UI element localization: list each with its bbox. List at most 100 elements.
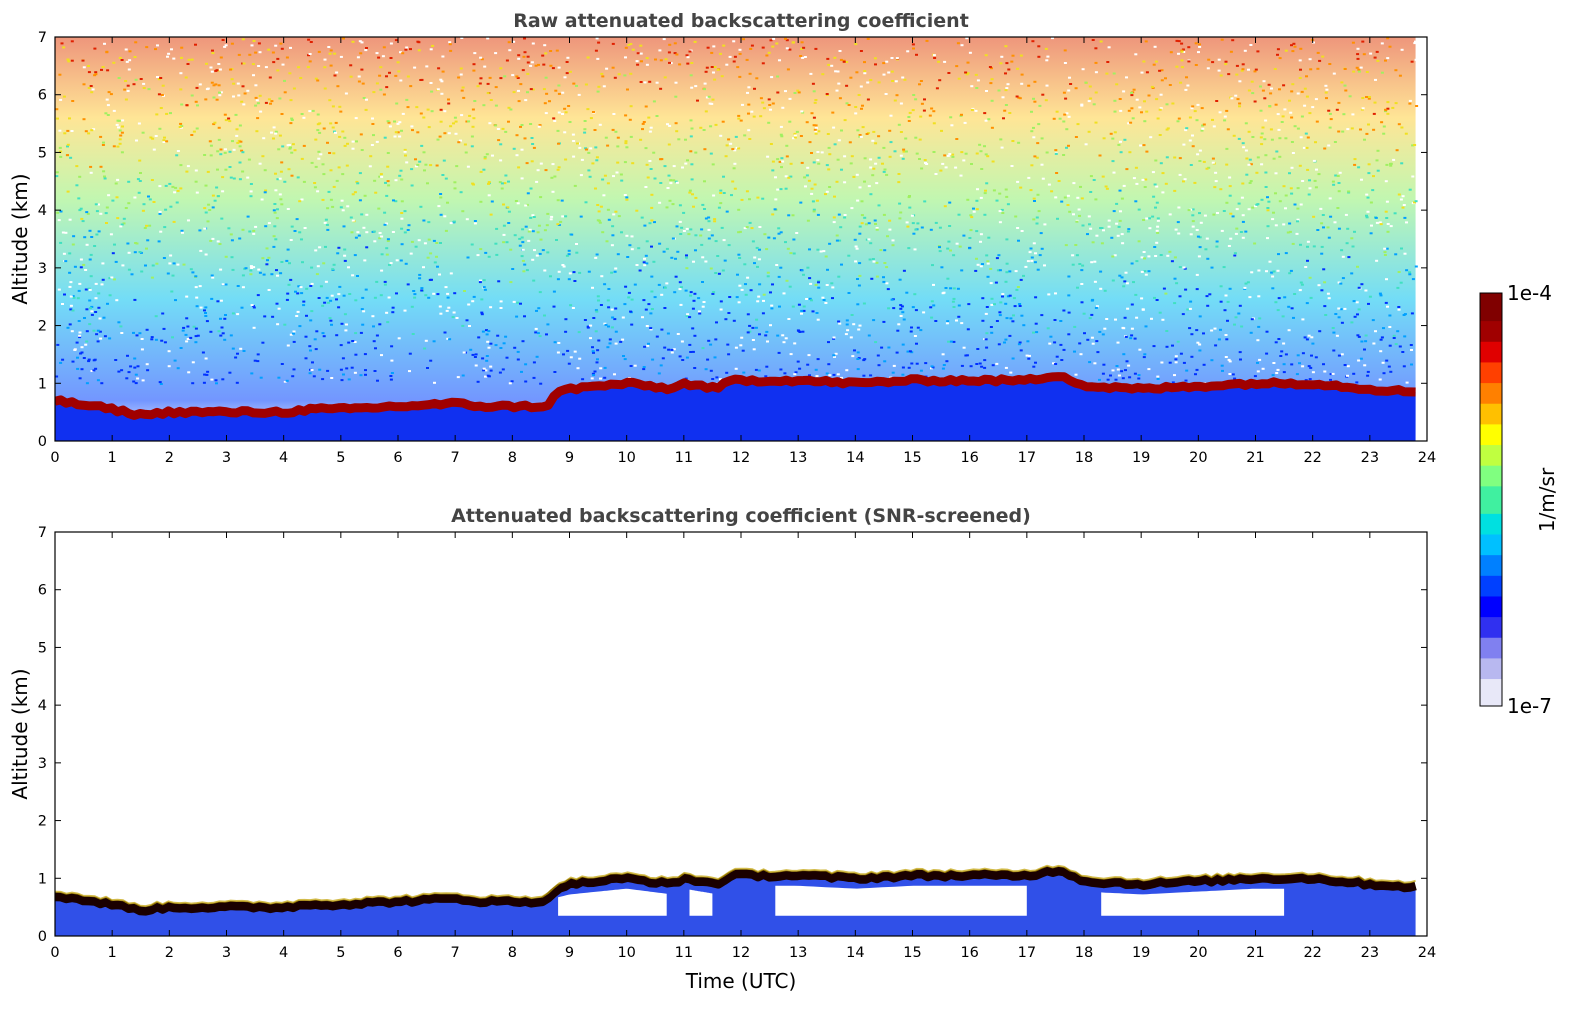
colorbar-step [1480, 368, 1502, 377]
x-tick-label: 1 [108, 945, 117, 961]
colorbar-step [1480, 499, 1502, 507]
colorbar-step [1480, 492, 1502, 501]
colorbar-step [1480, 396, 1502, 404]
colorbar-step [1480, 444, 1502, 452]
x-tick-label: 13 [789, 945, 807, 961]
x-tick-label: 21 [1246, 945, 1264, 961]
y-tick-label: 7 [38, 30, 47, 46]
x-tick-label: 21 [1246, 450, 1264, 466]
colorbar: 1e-4 1e-7 1/m/sr [1479, 281, 1559, 718]
x-tick-label: 18 [1075, 945, 1093, 961]
x-tick-label: 3 [222, 450, 231, 466]
y-tick-label: 3 [38, 756, 47, 772]
colorbar-step [1480, 575, 1502, 583]
colorbar-step [1480, 403, 1502, 411]
colorbar-step [1480, 533, 1502, 542]
colorbar-step [1480, 389, 1502, 397]
colorbar-step [1480, 293, 1502, 301]
x-tick-label: 3 [222, 945, 231, 961]
colorbar-step [1480, 650, 1502, 659]
colorbar-step [1480, 375, 1502, 384]
y-tick-label: 1 [38, 376, 47, 392]
y-axis-screened: 0 1 2 3 4 5 6 7 [38, 525, 1427, 945]
colorbar-step [1480, 437, 1502, 446]
colorbar-step [1480, 547, 1502, 556]
colorbar-step [1480, 513, 1502, 521]
x-tick-label: 11 [675, 450, 693, 466]
x-tick-label: 12 [732, 450, 750, 466]
colorbar-step [1480, 348, 1502, 356]
y-tick-label: 1 [38, 871, 47, 887]
x-tick-label: 2 [165, 945, 174, 961]
x-tick-label: 0 [50, 450, 59, 466]
colorbar-step [1480, 568, 1502, 576]
colorbar-step [1480, 616, 1502, 624]
layer-top-band-1 [55, 866, 1417, 916]
colorbar-step [1480, 382, 1502, 390]
x-tick-label: 19 [1132, 450, 1150, 466]
x-tick-label: 9 [565, 450, 574, 466]
colorbar-step [1480, 458, 1502, 466]
screened-gap-0 [558, 888, 667, 916]
x-tick-label: 24 [1418, 945, 1436, 961]
colorbar-step [1480, 320, 1502, 329]
colorbar-step [1480, 361, 1502, 370]
x-tick-label: 6 [393, 450, 402, 466]
plot-area-raw [55, 37, 1419, 441]
x-tick-label: 16 [960, 945, 978, 961]
x-axis-raw: 0 1 2 3 4 5 6 7 8 9 10 11 12 13 14 15 16 17 18 19 20 21 22 23 24 [50, 37, 1436, 466]
x-tick-label: 10 [617, 450, 635, 466]
x-tick-label: 23 [1361, 945, 1379, 961]
colorbar-step [1480, 334, 1502, 342]
y-tick-label: 4 [38, 698, 47, 714]
x-tick-label: 14 [846, 945, 864, 961]
colorbar-step [1480, 609, 1502, 618]
screened-gap-1 [689, 889, 713, 916]
x-tick-label: 4 [279, 945, 288, 961]
x-tick-label: 22 [1303, 945, 1321, 961]
panel-title-raw: Raw attenuated backscattering coefficien… [513, 10, 969, 32]
x-tick-label: 7 [451, 450, 460, 466]
y-axis-label-screened: Altitude (km) [8, 668, 32, 799]
x-tick-label: 14 [846, 450, 864, 466]
colorbar-step [1480, 588, 1502, 597]
layer-top-edge [55, 864, 1416, 908]
x-tick-label: 5 [336, 450, 345, 466]
y-tick-label: 5 [38, 640, 47, 656]
x-tick-label: 8 [508, 450, 517, 466]
screened-gap-2 [775, 885, 1027, 916]
x-tick-label: 23 [1361, 450, 1379, 466]
colorbar-step [1480, 416, 1502, 425]
colorbar-step [1480, 664, 1502, 673]
y-axis-label-raw: Altitude (km) [8, 173, 32, 304]
panel-title-screened: Attenuated backscattering coefficient (S… [451, 505, 1031, 527]
plot-area-screened [55, 864, 1417, 936]
colorbar-step [1480, 595, 1502, 604]
colorbar-step [1480, 341, 1502, 349]
colorbar-step [1480, 554, 1502, 563]
x-tick-label: 16 [960, 450, 978, 466]
x-tick-label: 12 [732, 945, 750, 961]
colorbar-min-label: 1e-7 [1507, 694, 1552, 718]
x-tick-label: 17 [1018, 450, 1036, 466]
x-tick-label: 20 [1189, 945, 1207, 961]
colorbar-step [1480, 630, 1502, 638]
y-tick-label: 2 [38, 319, 47, 335]
noise-field-raw [55, 37, 1416, 441]
colorbar-step [1480, 644, 1502, 652]
y-tick-label: 6 [38, 583, 47, 599]
screened-gap-3 [1101, 888, 1285, 916]
y-tick-label: 0 [38, 929, 47, 945]
colorbar-step [1480, 637, 1502, 645]
y-tick-label: 5 [38, 145, 47, 161]
colorbar-step [1480, 410, 1502, 418]
x-tick-label: 11 [675, 945, 693, 961]
y-tick-label: 4 [38, 203, 47, 219]
x-tick-label: 9 [565, 945, 574, 961]
colorbar-step [1480, 692, 1502, 700]
x-tick-label: 19 [1132, 945, 1150, 961]
y-axis-raw: 0 1 2 3 4 5 6 7 [38, 30, 1427, 450]
x-tick-label: 2 [165, 450, 174, 466]
panel-screened: Attenuated backscattering coefficient (S… [8, 505, 1436, 993]
